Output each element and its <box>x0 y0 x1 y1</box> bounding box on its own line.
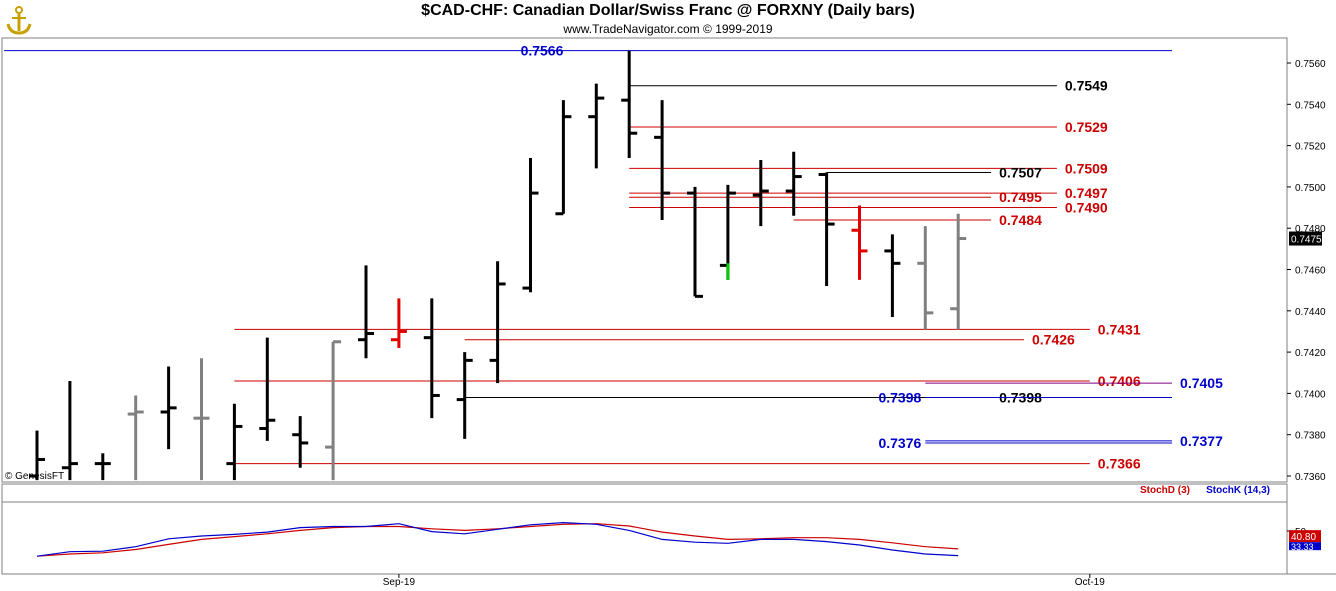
y-tick-label: 0.7500 <box>1295 183 1326 194</box>
y-tick-label: 0.7480 <box>1295 224 1326 235</box>
chart-subtitle: www.TradeNavigator.com © 1999-2019 <box>563 22 773 36</box>
level-label: 0.7398 <box>878 390 921 406</box>
legend-stochd: StochD (3) <box>1140 485 1190 496</box>
level-label: 0.7431 <box>1098 321 1141 337</box>
y-tick-label: 0.7380 <box>1295 431 1326 442</box>
watermark: © GenesisFT <box>5 471 64 482</box>
last-price-label: 0.7475 <box>1291 235 1322 246</box>
level-label: 0.7495 <box>999 189 1042 205</box>
legend-stochk: StochK (14,3) <box>1206 485 1270 496</box>
ohlc-bars <box>29 50 967 481</box>
chart-title: $CAD-CHF: Canadian Dollar/Swiss Franc @ … <box>421 2 915 19</box>
y-tick-label: 0.7420 <box>1295 348 1326 359</box>
y-tick-label: 0.7460 <box>1295 266 1326 277</box>
level-label: 0.7549 <box>1065 78 1108 94</box>
anchor-icon <box>4 4 34 36</box>
last-price-box <box>1289 231 1322 246</box>
price-axis: 0.7560 0.7540 0.7520 0.7500 0.7480 0.7460 0.74… <box>383 59 1326 588</box>
y-tick-label: 0.7400 <box>1295 389 1326 400</box>
level-label: 0.7366 <box>1098 456 1141 472</box>
stoch-line <box>36 521 959 557</box>
level-lines: 0.75660.75490.75290.75090.75070.74970.74… <box>4 43 1223 472</box>
level-label: 0.7405 <box>1180 375 1223 391</box>
level-label: 0.7509 <box>1065 160 1108 176</box>
level-label: 0.7377 <box>1180 433 1223 449</box>
y-tick-label: 0.7560 <box>1295 59 1326 70</box>
level-label: 0.7529 <box>1065 119 1108 135</box>
y-tick-label: 0.7540 <box>1295 100 1326 111</box>
level-label: 0.7376 <box>878 435 921 451</box>
stochd-last-box <box>1289 530 1321 543</box>
stochd-last-label: 40.80 <box>1291 532 1316 543</box>
chart-header: $CAD-CHF: Canadian Dollar/Swiss Franc @ … <box>0 0 1336 38</box>
level-label: 0.7406 <box>1098 373 1141 389</box>
level-label: 0.7484 <box>999 212 1042 228</box>
level-label: 0.7497 <box>1065 185 1108 201</box>
stoch-line <box>36 523 959 557</box>
y-tick-label: 0.7520 <box>1295 142 1326 153</box>
level-label: 0.7507 <box>999 164 1042 180</box>
price-panel-frame <box>1 37 1288 483</box>
stochk-last-label: 33.33 <box>1291 542 1314 552</box>
level-label: 0.7566 <box>521 43 564 59</box>
stochk-last-box <box>1289 542 1321 551</box>
y-tick-label: 0.7440 <box>1295 307 1326 318</box>
level-label: 0.7426 <box>1032 332 1075 348</box>
level-label: 0.7490 <box>1065 200 1108 216</box>
x-tick-label: Sep-19 <box>383 577 416 588</box>
x-tick-label: Oct-19 <box>1075 577 1105 588</box>
chart-frames <box>1 37 1336 575</box>
y-tick-label: 0.7360 <box>1295 472 1326 483</box>
